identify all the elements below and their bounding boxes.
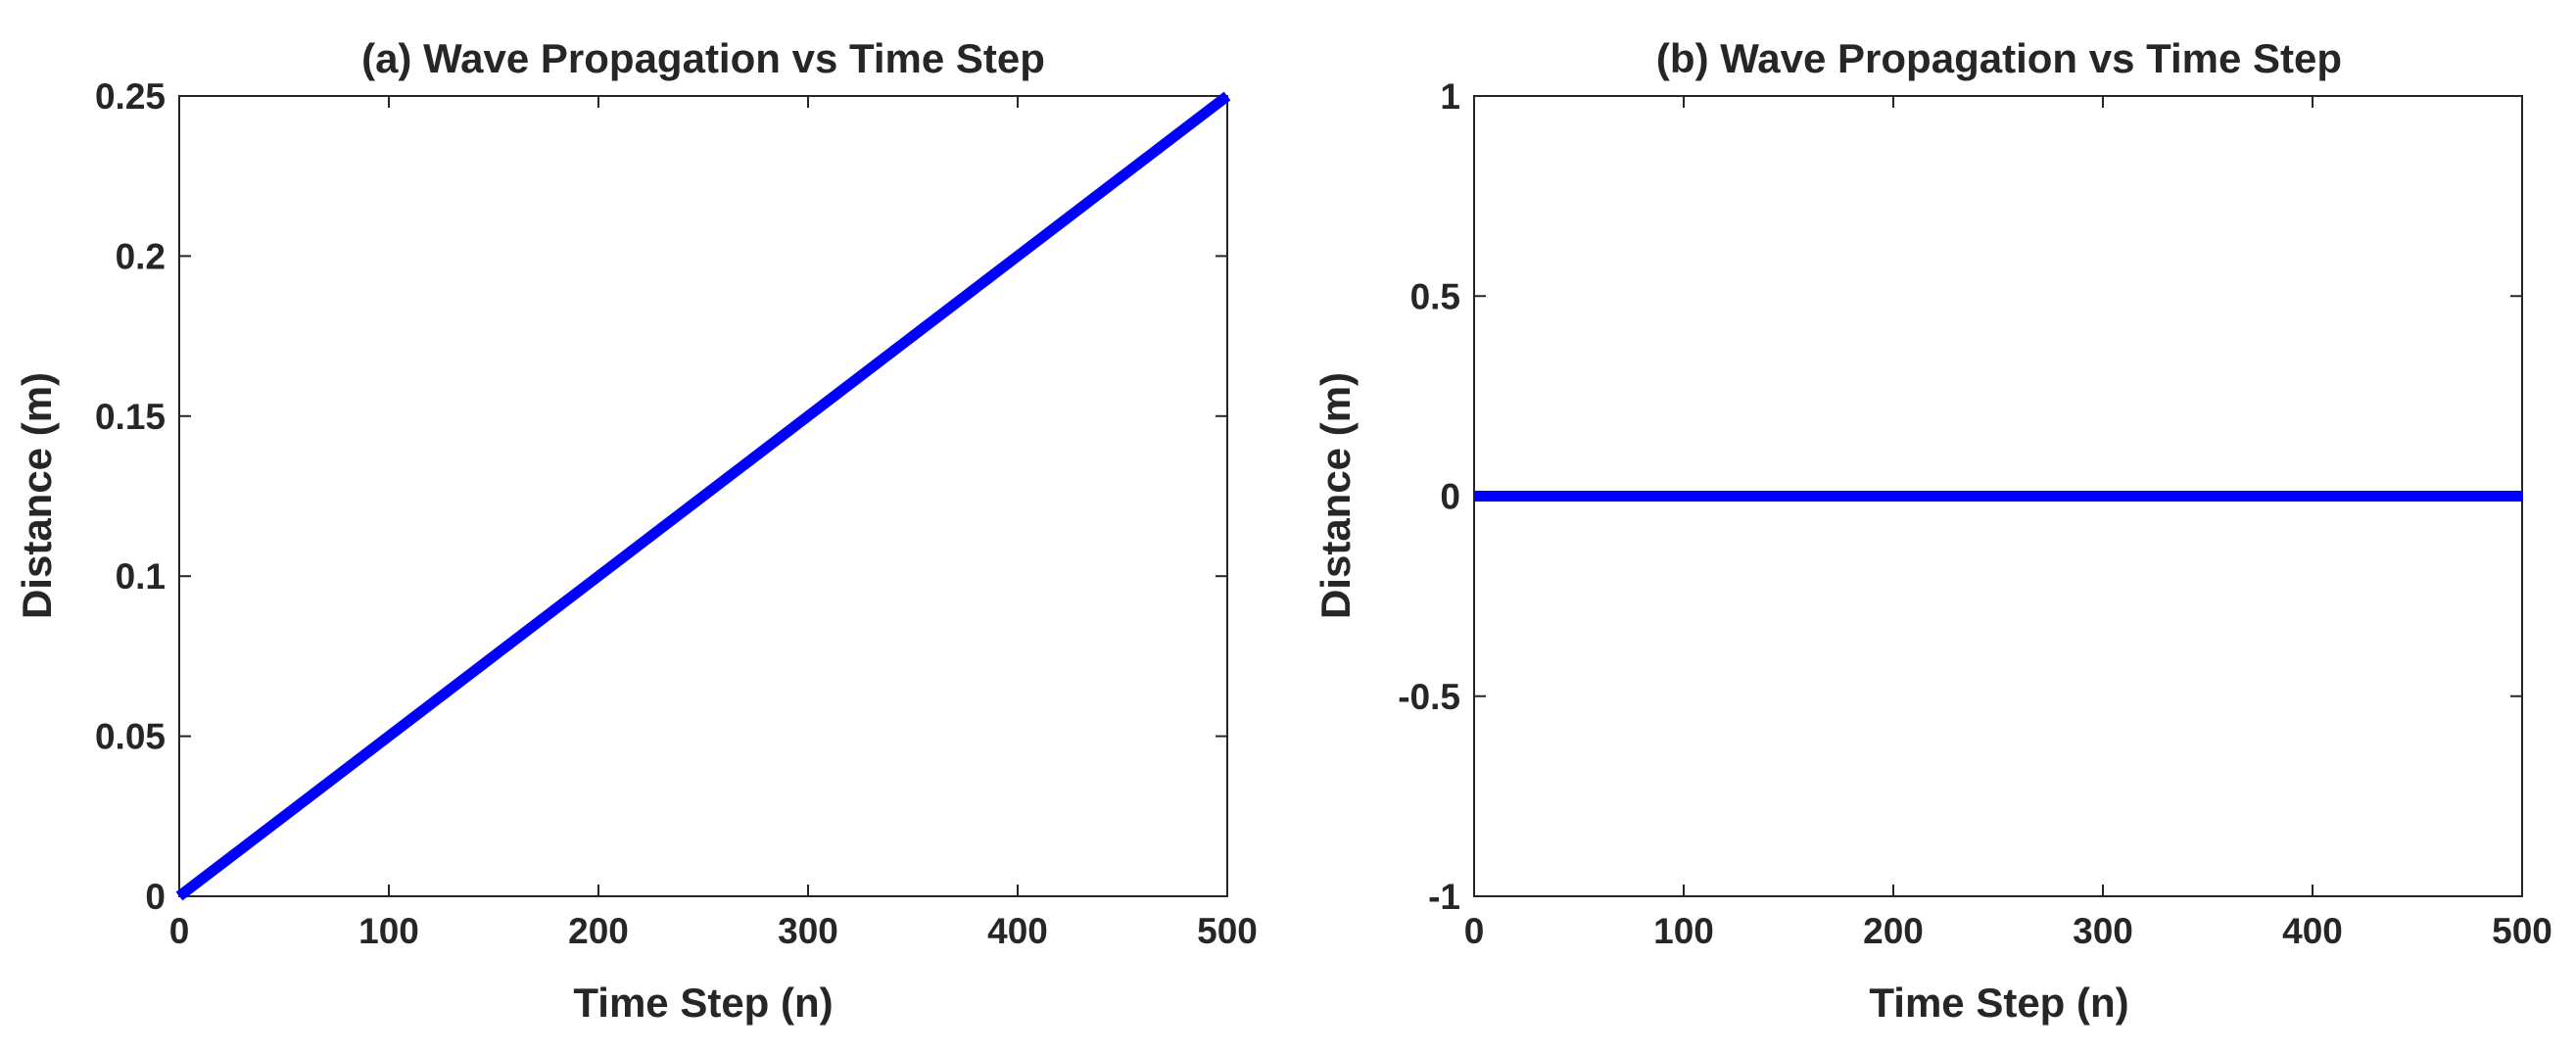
x-tick-label: 400 [987,911,1048,951]
y-tick-label: 0.15 [95,397,166,437]
x-tick-label: 100 [1653,911,1714,951]
x-tick-label: 300 [778,911,838,951]
x-axis-label: Time Step (n) [573,980,833,1026]
x-axis: 0 100 200 300 400 500 [1464,96,2552,951]
x-tick-label: 500 [2492,911,2552,951]
series-line [175,91,1231,901]
x-tick-label: 200 [1863,911,1924,951]
y-tick-label: 0.05 [95,717,166,757]
chart-title: (a) Wave Propagation vs Time Step [361,35,1045,81]
y-axis: 0 0.05 0.1 0.15 0.2 0.25 [95,76,1227,917]
x-tick-label: 500 [1197,911,1258,951]
y-tick-label: -0.5 [1398,677,1460,717]
plot-frame [178,95,1228,897]
x-tick-label: 400 [2282,911,2343,951]
x-axis-label: Time Step (n) [1869,980,2128,1026]
y-tick-label: 1 [1440,76,1460,117]
y-tick-label: 0.5 [1410,276,1460,316]
y-tick-label: 0.2 [116,236,166,276]
y-tick-label: -1 [1428,877,1460,917]
x-tick-label: 300 [2073,911,2133,951]
chart-panel-b: (b) Wave Propagation vs Time Step 0 100 20… [1312,35,2552,1026]
x-tick-label: 0 [169,911,190,951]
y-tick-label: 0 [1440,477,1460,517]
chart-title: (b) Wave Propagation vs Time Step [1656,35,2342,81]
y-tick-label: 0.25 [95,76,166,117]
y-tick-label: 0 [145,877,166,917]
y-axis: -1 -0.5 0 0.5 1 [1398,76,2522,917]
y-axis-label: Distance (m) [1312,372,1359,619]
chart-panel-a: (a) Wave Propagation vs Time Step 0 100 20… [14,35,1258,1026]
series-layer [175,91,1231,901]
y-tick-label: 0.1 [116,556,166,597]
x-tick-label: 200 [568,911,629,951]
y-axis-label: Distance (m) [14,372,60,619]
x-tick-label: 0 [1464,911,1485,951]
x-tick-label: 100 [358,911,419,951]
x-axis: 0 100 200 300 400 500 [169,96,1258,951]
